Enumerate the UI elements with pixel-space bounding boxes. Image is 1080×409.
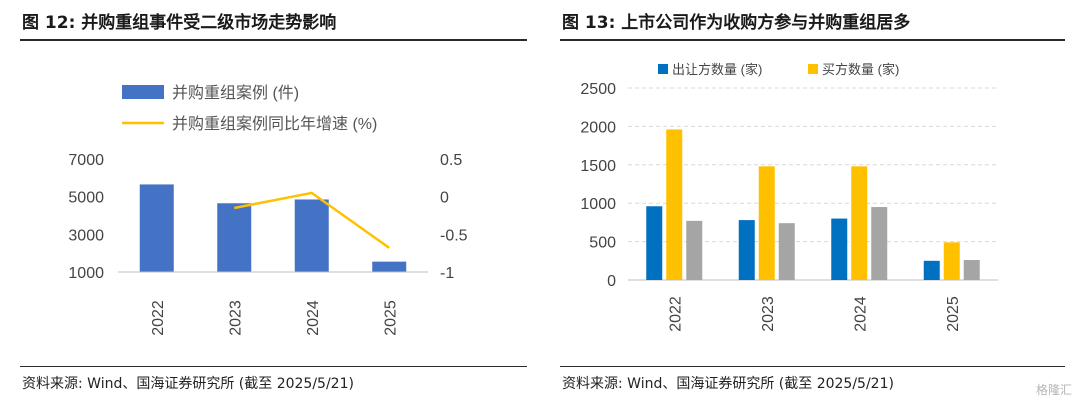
y-tick-label: 2000	[580, 119, 616, 136]
x-tick-label-2024: 2024	[305, 300, 322, 336]
bar-2022-s1	[666, 129, 683, 280]
bar-2023-s0	[738, 220, 755, 280]
left-y-tick-label: 3000	[68, 227, 104, 244]
right-y-tick-label: -0.5	[440, 227, 468, 244]
legend-label-buyer: 买方数量 (家)	[822, 62, 899, 77]
left-source-rule	[20, 366, 527, 367]
legend-label-line: 并购重组案例同比年增速 (%)	[172, 115, 377, 133]
left-chart: 并购重组案例 (件) 并购重组案例同比年增速 (%) 1000 3000 5000 700…	[68, 84, 468, 336]
bar-2025	[372, 261, 407, 272]
bar-2025-s1	[943, 242, 960, 280]
y-tick-label: 1000	[580, 196, 616, 213]
y-tick-label: 500	[589, 235, 616, 252]
left-y-tick-label: 7000	[68, 152, 104, 169]
left-figure-title: 图 12: 并购重组事件受二级市场走势影响	[22, 13, 337, 33]
bar-2023-s2	[778, 223, 795, 280]
right-figure-title: 图 13: 上市公司作为收购方参与并购重组居多	[562, 13, 911, 33]
y-tick-label: 0	[607, 273, 616, 290]
legend-swatch-bar	[122, 85, 164, 99]
left-source-note: 资料来源: Wind、国海证券研究所 (截至 2025/5/21)	[22, 376, 354, 392]
x-tick-label-2022: 2022	[667, 296, 684, 332]
bar-2024-s0	[831, 218, 848, 280]
right-figure: 图 13: 上市公司作为收购方参与并购重组居多 0 500 1000 1500 2000…	[540, 0, 1080, 409]
bar-2025-s2	[963, 260, 980, 280]
right-y-tick-label: 0.5	[440, 152, 462, 169]
right-y-tick-label: -1	[440, 265, 454, 282]
bar-2023-s1	[758, 166, 775, 280]
x-tick-label-2023: 2023	[760, 296, 777, 332]
x-tick-label-2023: 2023	[227, 300, 244, 336]
legend-label-bar: 并购重组案例 (件)	[172, 84, 299, 102]
x-tick-label-2022: 2022	[150, 300, 167, 336]
right-y-tick-label: 0	[440, 190, 449, 207]
bar-2022-s0	[646, 206, 663, 280]
legend-swatch-seller	[658, 64, 668, 74]
legend-swatch-buyer	[808, 64, 818, 74]
left-y-tick-label: 1000	[68, 265, 104, 282]
right-source-note: 资料来源: Wind、国海证券研究所 (截至 2025/5/21)	[562, 376, 894, 392]
bar-2023	[217, 203, 252, 272]
bar-2022	[139, 184, 174, 272]
right-chart: 0 500 1000 1500 2000 2500 出让方数量 (家) 买方数量 (家) 202…	[580, 62, 998, 332]
bar-2024-s1	[851, 166, 868, 280]
y-tick-label: 2500	[580, 81, 616, 98]
right-title-rule	[560, 39, 1065, 41]
bar-2025-s0	[923, 260, 940, 280]
growth-line	[234, 191, 390, 249]
left-figure: 图 12: 并购重组事件受二级市场走势影响 并购重组案例 (件) 并购重组案例同比…	[20, 13, 527, 392]
left-title-rule	[20, 39, 527, 41]
watermark-text: 格隆汇	[1035, 383, 1072, 397]
bar-2024	[294, 199, 329, 272]
x-tick-label-2024: 2024	[852, 296, 869, 332]
right-source-rule	[560, 366, 1065, 367]
bar-2024-s2	[871, 207, 888, 280]
left-y-tick-label: 5000	[68, 190, 104, 207]
legend-label-seller: 出让方数量 (家)	[672, 62, 762, 77]
x-tick-label-2025: 2025	[382, 300, 399, 336]
x-tick-label-2025: 2025	[945, 296, 962, 332]
y-tick-label: 1500	[580, 158, 616, 175]
bar-2022-s2	[686, 220, 703, 280]
